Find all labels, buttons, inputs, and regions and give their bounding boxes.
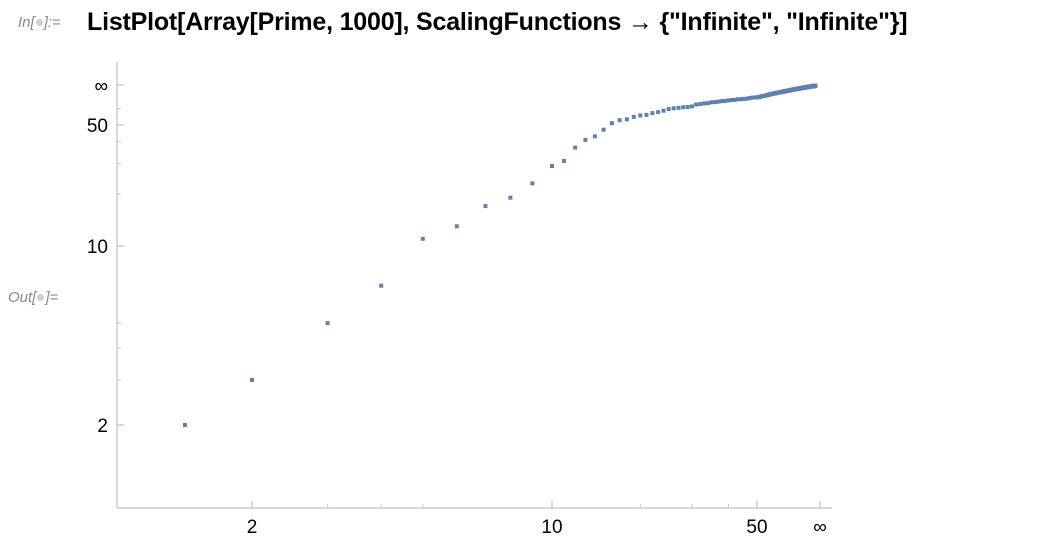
output-cell-label: Out[]= bbox=[8, 289, 59, 306]
data-point bbox=[583, 137, 588, 142]
plot-axes bbox=[116, 62, 832, 509]
data-point bbox=[689, 104, 694, 109]
data-point bbox=[644, 112, 649, 117]
data-point bbox=[573, 145, 578, 150]
x-tick-label: 10 bbox=[541, 517, 562, 538]
data-point bbox=[732, 97, 737, 102]
data-point bbox=[420, 236, 425, 241]
data-point bbox=[666, 107, 671, 111]
data-point bbox=[250, 377, 254, 382]
x-tick-label: 2 bbox=[247, 517, 258, 538]
data-point bbox=[749, 95, 754, 100]
data-point bbox=[741, 96, 746, 101]
data-point bbox=[705, 101, 710, 106]
data-point bbox=[508, 195, 513, 200]
data-point bbox=[709, 100, 714, 105]
data-point bbox=[601, 127, 606, 132]
data-point bbox=[676, 105, 681, 110]
data-point bbox=[694, 102, 699, 107]
y-tick-label: 2 bbox=[97, 416, 108, 437]
data-point bbox=[656, 110, 661, 115]
data-point bbox=[685, 105, 690, 109]
y-tick-label: 50 bbox=[87, 116, 108, 137]
data-point bbox=[638, 113, 643, 118]
cell-dot-icon bbox=[35, 18, 43, 26]
data-point bbox=[723, 98, 728, 103]
data-point bbox=[813, 83, 818, 88]
data-point bbox=[562, 158, 567, 163]
data-point bbox=[530, 181, 535, 186]
data-point bbox=[379, 283, 384, 288]
data-point bbox=[713, 100, 718, 105]
y-tick-label: ∞ bbox=[94, 76, 108, 97]
data-point bbox=[744, 96, 749, 101]
plot-ticks: 2 10 50 ∞ 2 10 50 ∞ bbox=[87, 76, 827, 538]
data-point bbox=[617, 118, 622, 123]
data-point bbox=[735, 97, 740, 102]
data-point bbox=[609, 121, 614, 126]
data-point bbox=[650, 111, 655, 116]
data-point bbox=[681, 105, 686, 110]
cell-dot-icon bbox=[37, 293, 45, 301]
data-point bbox=[720, 99, 724, 104]
data-point bbox=[454, 224, 459, 229]
data-point bbox=[631, 114, 636, 119]
data-point bbox=[752, 95, 757, 100]
input-code[interactable]: ListPlot[Array[Prime, 1000], ScalingFunc… bbox=[87, 8, 908, 36]
data-point bbox=[698, 102, 703, 107]
data-point bbox=[702, 101, 707, 106]
data-point bbox=[661, 108, 666, 113]
plot-points bbox=[183, 83, 818, 427]
y-tick-label: 10 bbox=[87, 237, 108, 258]
data-point bbox=[716, 99, 721, 104]
data-point bbox=[550, 164, 554, 168]
x-tick-label: 50 bbox=[746, 517, 767, 538]
input-cell-label: In[]:= bbox=[18, 14, 61, 31]
data-point bbox=[592, 134, 597, 139]
data-point bbox=[747, 96, 752, 101]
data-point bbox=[726, 98, 731, 103]
x-tick-label: ∞ bbox=[813, 517, 827, 538]
data-point bbox=[671, 106, 676, 111]
data-point bbox=[325, 321, 330, 326]
data-point bbox=[483, 204, 488, 209]
data-point bbox=[738, 97, 743, 102]
data-point bbox=[729, 98, 734, 102]
data-point bbox=[624, 117, 629, 122]
data-point bbox=[183, 423, 187, 427]
